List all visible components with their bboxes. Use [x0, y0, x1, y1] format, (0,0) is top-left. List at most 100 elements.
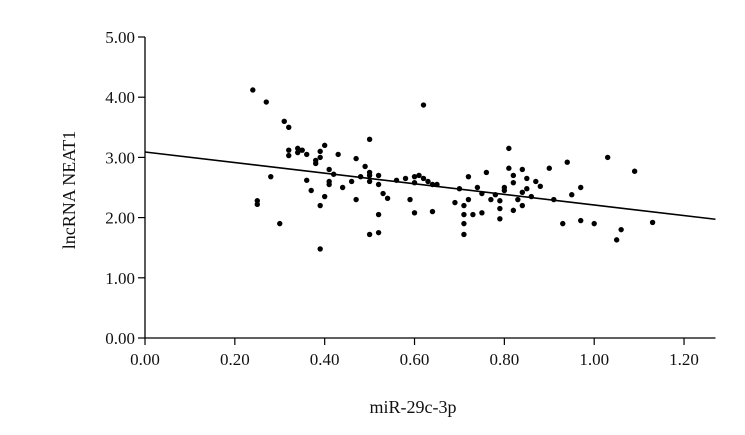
data-point [519, 166, 526, 173]
data-point [497, 198, 503, 204]
data-point [317, 148, 323, 155]
x-tick-label: 0.00 [130, 350, 160, 369]
data-point [560, 220, 566, 227]
data-point [402, 175, 409, 182]
data-point [321, 142, 328, 149]
data-point [618, 226, 624, 233]
data-point [312, 160, 319, 167]
data-point [326, 181, 332, 188]
data-point [519, 189, 526, 196]
data-point [295, 145, 301, 152]
data-point [519, 202, 526, 209]
data-point [510, 172, 517, 179]
data-point [461, 220, 467, 227]
data-point [461, 231, 467, 238]
data-point [537, 183, 543, 189]
data-point [353, 196, 359, 203]
data-point [501, 187, 508, 194]
data-point [339, 184, 346, 191]
data-point [524, 175, 530, 182]
data-point [375, 172, 382, 179]
data-point [416, 172, 422, 179]
x-tick-label: 0.40 [310, 350, 340, 369]
x-tick-label: 1.00 [579, 350, 609, 369]
data-point [281, 118, 287, 124]
x-tick-label: 0.20 [220, 350, 250, 369]
data-point [411, 179, 418, 186]
data-point [506, 165, 512, 171]
y-tick-label: 0.00 [105, 329, 135, 348]
data-point [366, 231, 373, 238]
data-point [488, 196, 494, 203]
data-point [452, 199, 458, 206]
data-point [348, 178, 355, 185]
data-point [578, 217, 584, 224]
data-point [335, 151, 341, 158]
data-point [366, 178, 373, 185]
y-axis-title: lncRNA NEAT1 [59, 131, 79, 250]
data-point [604, 154, 611, 161]
data-point [295, 149, 301, 156]
data-point [411, 173, 418, 180]
data-point [492, 192, 499, 198]
data-point [317, 202, 323, 209]
data-points [250, 87, 656, 252]
data-point [317, 154, 323, 161]
data-point [479, 210, 485, 216]
data-point [286, 124, 292, 130]
data-point [591, 220, 597, 227]
x-tick-label: 1.20 [669, 350, 699, 369]
data-point [353, 155, 359, 162]
data-point [326, 166, 332, 173]
x-tick-label: 0.60 [400, 350, 430, 369]
data-point [474, 184, 481, 191]
data-point [317, 246, 323, 252]
data-point [250, 87, 256, 93]
data-point [551, 196, 557, 203]
data-point [330, 171, 337, 177]
data-point [286, 152, 292, 159]
data-point [515, 196, 521, 203]
data-point [506, 145, 512, 152]
data-point [277, 220, 283, 227]
data-point [375, 211, 382, 218]
data-point [268, 173, 274, 180]
data-point [362, 163, 368, 170]
y-tick-label: 2.00 [105, 209, 135, 228]
data-point [304, 177, 310, 183]
data-point [254, 201, 260, 208]
data-point [510, 179, 517, 186]
y-tick-label: 3.00 [105, 148, 135, 167]
x-axis-title: miR-29c-3p [370, 397, 457, 417]
data-point [321, 193, 328, 200]
data-point [425, 178, 431, 185]
data-point [613, 237, 620, 243]
data-point [375, 181, 382, 188]
axes: 0.00 1.00 2.00 3.00 4.00 5.00 0.00 0.20 0.40 0.60… [105, 28, 716, 369]
data-point [357, 173, 364, 180]
data-point [497, 205, 503, 212]
y-tick-label: 5.00 [105, 28, 135, 47]
data-point [497, 216, 503, 222]
data-point [533, 178, 539, 185]
data-point [465, 196, 472, 203]
data-point [483, 169, 490, 176]
data-point [286, 147, 292, 153]
data-point [564, 159, 570, 165]
data-point [528, 193, 535, 200]
data-point [578, 184, 584, 191]
data-point [631, 168, 638, 174]
data-point [434, 181, 440, 188]
data-point [569, 192, 575, 198]
data-point [384, 195, 391, 202]
data-point [546, 165, 552, 171]
data-point [393, 177, 400, 183]
data-point [479, 190, 485, 197]
data-point [308, 187, 314, 194]
data-point [461, 202, 467, 209]
data-point [366, 136, 373, 143]
data-point [510, 207, 517, 214]
y-tick-label: 4.00 [105, 88, 135, 107]
data-point [465, 173, 472, 180]
